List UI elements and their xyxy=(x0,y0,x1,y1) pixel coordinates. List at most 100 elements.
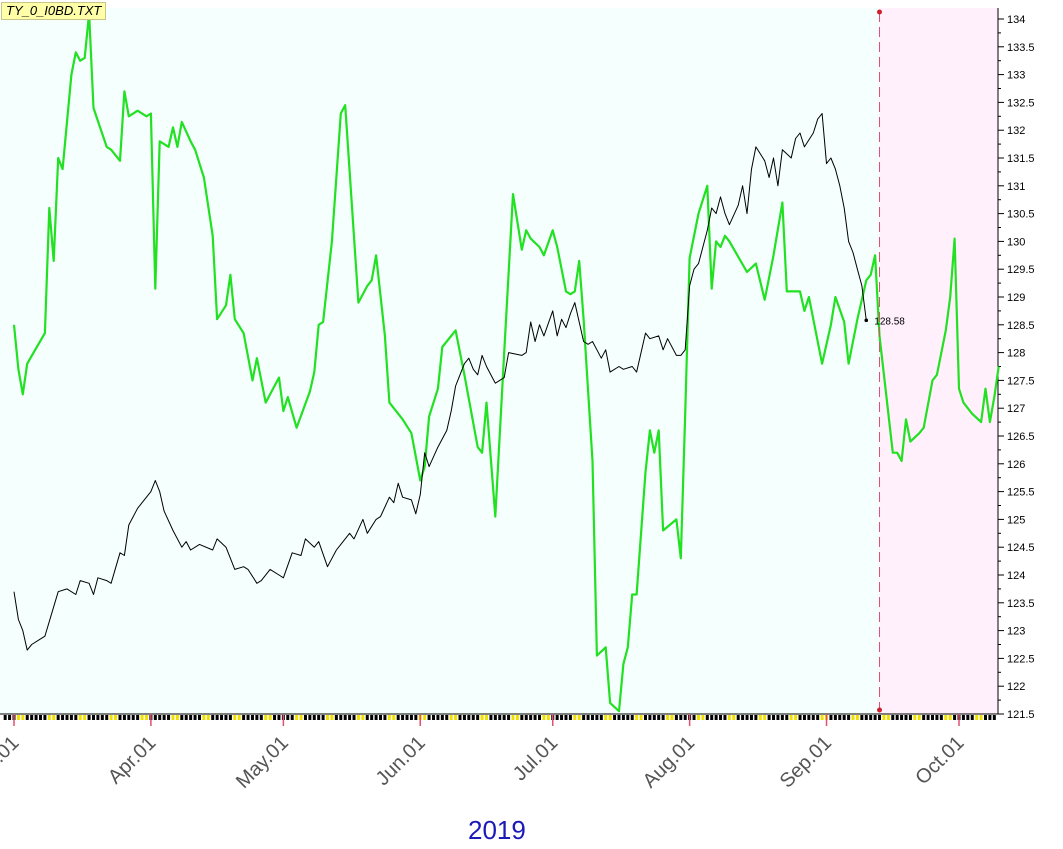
x-day-tick xyxy=(683,715,687,720)
x-day-tick xyxy=(162,715,166,720)
x-day-tick xyxy=(966,715,970,720)
x-day-tick xyxy=(878,715,882,720)
x-day-tick xyxy=(860,715,864,720)
x-day-tick xyxy=(939,715,943,720)
x-day-tick xyxy=(326,715,330,720)
x-day-tick xyxy=(184,715,188,720)
x-day-tick xyxy=(206,715,210,720)
x-day-tick xyxy=(643,715,647,720)
x-day-tick xyxy=(573,715,577,720)
x-day-tick xyxy=(405,715,409,720)
x-day-tick xyxy=(745,715,749,720)
x-day-tick xyxy=(776,715,780,720)
x-day-tick xyxy=(122,715,126,720)
x-day-tick xyxy=(246,715,250,720)
x-day-tick xyxy=(74,715,78,720)
x-day-tick xyxy=(317,715,321,720)
y-tick-label: 124.5 xyxy=(1007,542,1035,554)
x-day-tick xyxy=(723,715,727,720)
x-day-tick xyxy=(763,715,767,720)
x-day-tick xyxy=(749,715,753,720)
x-day-tick xyxy=(710,715,714,720)
x-day-tick xyxy=(891,715,895,720)
x-day-tick xyxy=(114,715,118,720)
x-day-tick xyxy=(515,715,519,720)
x-month-label: Sep.01 xyxy=(776,732,836,792)
x-day-tick xyxy=(277,715,281,720)
x-day-tick xyxy=(595,715,599,720)
x-day-tick xyxy=(599,715,603,720)
x-day-tick xyxy=(560,715,564,720)
y-tick-label: 128.5 xyxy=(1007,320,1035,332)
x-day-tick xyxy=(546,715,550,720)
y-tick-label: 121.5 xyxy=(1007,709,1035,721)
x-day-tick xyxy=(136,715,140,720)
x-month-label: Aug.01 xyxy=(639,732,699,792)
x-day-tick xyxy=(975,715,979,720)
x-day-tick xyxy=(295,715,299,720)
x-day-tick xyxy=(242,715,246,720)
x-day-tick xyxy=(926,715,930,720)
y-tick-label: 126.5 xyxy=(1007,431,1035,443)
x-day-tick xyxy=(193,715,197,720)
x-day-tick xyxy=(630,715,634,720)
x-day-tick xyxy=(520,715,524,720)
x-day-tick xyxy=(255,715,259,720)
x-day-tick xyxy=(303,715,307,720)
x-day-tick xyxy=(30,715,34,720)
x-day-tick xyxy=(789,715,793,720)
x-day-tick xyxy=(140,715,144,720)
x-day-tick xyxy=(714,715,718,720)
x-day-tick xyxy=(374,715,378,720)
x-day-tick xyxy=(908,715,912,720)
x-day-tick xyxy=(719,715,723,720)
x-day-tick xyxy=(613,715,617,720)
y-tick-label: 128 xyxy=(1007,348,1025,360)
x-day-tick xyxy=(167,715,171,720)
x-day-tick xyxy=(56,715,60,720)
y-tick-label: 132.5 xyxy=(1007,97,1035,109)
x-day-tick xyxy=(105,715,109,720)
y-tick-label: 126 xyxy=(1007,459,1025,471)
x-day-tick xyxy=(537,715,541,720)
x-day-tick xyxy=(370,715,374,720)
x-day-tick xyxy=(144,715,148,720)
series-lines xyxy=(12,12,1000,713)
x-day-tick xyxy=(43,715,47,720)
x-day-tick xyxy=(741,715,745,720)
x-day-tick xyxy=(268,715,272,720)
x-day-tick xyxy=(670,715,674,720)
x-day-tick xyxy=(61,715,65,720)
x-day-tick xyxy=(423,715,427,720)
x-day-tick xyxy=(577,715,581,720)
x-day-tick xyxy=(842,715,846,720)
x-day-tick xyxy=(661,715,665,720)
x-day-tick xyxy=(339,715,343,720)
x-day-tick xyxy=(396,715,400,720)
x-day-tick xyxy=(652,715,656,720)
y-tick-label: 123.5 xyxy=(1007,598,1035,610)
x-day-tick xyxy=(555,715,559,720)
x-day-tick xyxy=(533,715,537,720)
x-day-tick xyxy=(847,715,851,720)
x-day-tick xyxy=(175,715,179,720)
x-day-tick xyxy=(87,715,91,720)
x-day-tick xyxy=(869,715,873,720)
y-tick-label: 131 xyxy=(1007,181,1025,193)
x-day-tick xyxy=(392,715,396,720)
x-day-tick xyxy=(153,715,157,720)
x-day-tick xyxy=(568,715,572,720)
x-day-tick xyxy=(493,715,497,720)
x-month-label: Oct.01 xyxy=(911,732,968,789)
x-day-tick xyxy=(648,715,652,720)
x-day-tick xyxy=(524,715,528,720)
x-day-tick xyxy=(767,715,771,720)
x-day-tick xyxy=(131,715,135,720)
x-day-tick xyxy=(674,715,678,720)
x-day-tick xyxy=(666,715,670,720)
x-day-tick xyxy=(754,715,758,720)
x-day-tick xyxy=(794,715,798,720)
x-day-tick xyxy=(498,715,502,720)
x-day-tick xyxy=(900,715,904,720)
